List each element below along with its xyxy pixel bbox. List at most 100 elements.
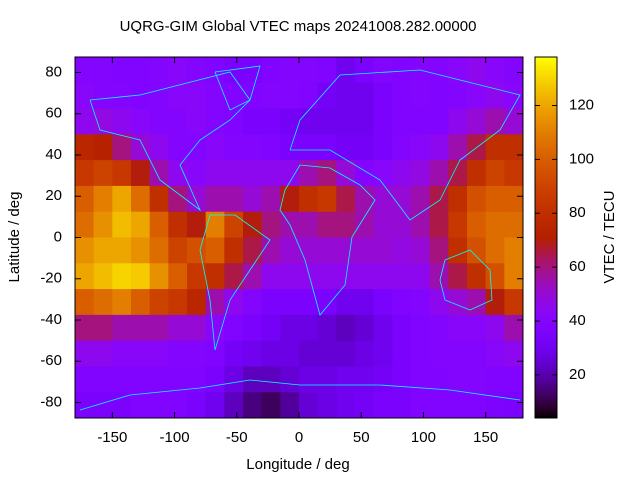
- heatmap-cell: [299, 160, 319, 187]
- heatmap-cell: [467, 392, 487, 419]
- coastline: [199, 214, 271, 351]
- heatmap-cell: [411, 289, 431, 316]
- heatmap-cell: [317, 57, 337, 84]
- heatmap-cell: [504, 211, 524, 238]
- heatmap-cell: [429, 366, 449, 393]
- heatmap-cell: [411, 134, 431, 161]
- heatmap-cell: [261, 134, 281, 161]
- heatmap-cell: [187, 366, 207, 393]
- heatmap-cell: [168, 82, 188, 110]
- y-tick-label: 20: [45, 187, 62, 204]
- heatmap-cell: [205, 340, 225, 367]
- x-tick-label: -50: [226, 429, 248, 446]
- heatmap-cell: [112, 82, 132, 110]
- heatmap-cell: [131, 340, 151, 367]
- heatmap-cell: [299, 263, 319, 290]
- heatmap-cell: [467, 289, 487, 316]
- heatmap-cell: [336, 340, 356, 367]
- heatmap-cell: [93, 160, 113, 187]
- heatmap-cell: [336, 366, 356, 393]
- heatmap-cell: [187, 314, 207, 342]
- heatmap-cell: [224, 237, 244, 264]
- heatmap-cell: [336, 392, 356, 419]
- coastline: [89, 71, 251, 212]
- heatmap-cell: [205, 366, 225, 393]
- heatmap-cell: [149, 185, 169, 213]
- heatmap-cell: [205, 108, 225, 135]
- heatmap-cell: [448, 392, 468, 419]
- heatmap-cell: [373, 314, 393, 342]
- heatmap-cell: [112, 340, 132, 367]
- colorbar-tick-label: 120: [569, 96, 594, 113]
- heatmap-cell: [205, 82, 225, 110]
- heatmap-cell: [373, 392, 393, 419]
- heatmap-cell: [187, 392, 207, 419]
- heatmap-cell: [392, 211, 412, 238]
- heatmap-cell: [261, 237, 281, 264]
- heatmap-cell: [317, 108, 337, 135]
- heatmap-cell: [336, 211, 356, 238]
- heatmap-cell: [93, 211, 113, 238]
- heatmap-cell: [317, 366, 337, 393]
- heatmap-cell: [299, 134, 319, 161]
- heatmap-cell: [299, 366, 319, 393]
- heatmap-cell: [392, 289, 412, 316]
- heatmap-cell: [149, 108, 169, 135]
- heatmap-cell: [317, 392, 337, 419]
- heatmap-cell: [448, 237, 468, 264]
- heatmap-cell: [392, 340, 412, 367]
- heatmap-cell: [149, 289, 169, 316]
- heatmap-cell: [112, 57, 132, 84]
- heatmap-cell: [93, 289, 113, 316]
- heatmap-cell: [112, 160, 132, 187]
- heatmap-cell: [299, 314, 319, 342]
- heatmap-cell: [299, 108, 319, 135]
- heatmap-cell: [411, 314, 431, 342]
- heatmap-cell: [485, 82, 505, 110]
- heatmap-cell: [75, 160, 95, 187]
- heatmap-cell: [112, 108, 132, 135]
- heatmap-cell: [280, 185, 300, 213]
- x-tick-label: 100: [411, 429, 436, 446]
- coastline: [289, 69, 521, 221]
- heatmap-cell: [224, 392, 244, 419]
- heatmap-cell: [467, 108, 487, 135]
- heatmap-cell: [224, 185, 244, 213]
- heatmap-cell: [243, 185, 263, 213]
- heatmap-cell: [467, 211, 487, 238]
- heatmap-cell: [224, 108, 244, 135]
- heatmap-cell: [504, 392, 524, 419]
- colorbar-tick-label: 100: [569, 150, 594, 167]
- heatmap-cell: [280, 82, 300, 110]
- y-tick-label: 80: [45, 63, 62, 80]
- heatmap-cell: [93, 392, 113, 419]
- heatmap-cell: [75, 340, 95, 367]
- heatmap-cell: [485, 160, 505, 187]
- heatmap-cell: [411, 185, 431, 213]
- heatmap-cell: [261, 108, 281, 135]
- y-tick-label: -60: [40, 352, 62, 369]
- heatmap-cell: [504, 134, 524, 161]
- heatmap-cell: [373, 237, 393, 264]
- heatmap-cell: [131, 263, 151, 290]
- heatmap-cell: [93, 108, 113, 135]
- heatmap-cell: [299, 392, 319, 419]
- heatmap-cell: [429, 185, 449, 213]
- heatmap-cell: [131, 211, 151, 238]
- heatmap-cell: [504, 366, 524, 393]
- heatmap-cell: [224, 289, 244, 316]
- heatmap-cell: [299, 185, 319, 213]
- heatmap-cell: [131, 134, 151, 161]
- heatmap-cell: [392, 134, 412, 161]
- heatmap-cell: [485, 366, 505, 393]
- heatmap-cell: [261, 57, 281, 84]
- heatmap-cell: [149, 160, 169, 187]
- x-tick-label: 150: [473, 429, 498, 446]
- coastline: [214, 65, 261, 111]
- heatmap-cell: [392, 57, 412, 84]
- heatmap-cell: [149, 57, 169, 84]
- heatmap-cell: [187, 340, 207, 367]
- heatmap-cell: [243, 82, 263, 110]
- heatmap-cell: [131, 237, 151, 264]
- heatmap-cell: [429, 57, 449, 84]
